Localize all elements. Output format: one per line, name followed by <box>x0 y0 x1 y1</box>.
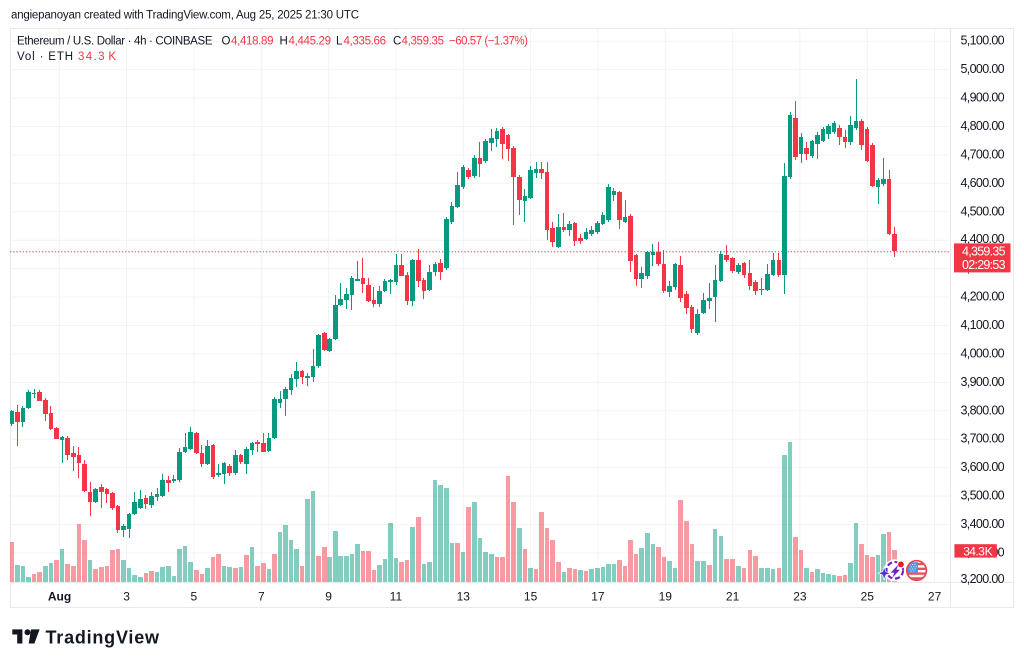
svg-text:5,100.00: 5,100.00 <box>961 34 1005 48</box>
svg-text:TradingView: TradingView <box>46 627 160 647</box>
svg-text:O: O <box>222 36 231 48</box>
svg-text:4,359.35: 4,359.35 <box>402 36 445 48</box>
svg-text:C: C <box>393 36 401 48</box>
svg-text:Aug: Aug <box>48 589 71 603</box>
svg-text:4,418.89: 4,418.89 <box>231 36 274 48</box>
svg-text:15: 15 <box>524 589 538 603</box>
svg-text:4,800.00: 4,800.00 <box>961 119 1005 133</box>
svg-text:19: 19 <box>659 589 673 603</box>
svg-text:angiepanoyan created with Trad: angiepanoyan created with TradingView.co… <box>11 9 359 21</box>
svg-text:17: 17 <box>591 589 605 603</box>
svg-text:L: L <box>336 36 343 48</box>
svg-text:27: 27 <box>928 589 942 603</box>
svg-text:4,100.00: 4,100.00 <box>961 318 1005 332</box>
svg-text:4,200.00: 4,200.00 <box>961 290 1005 304</box>
svg-text:H: H <box>280 36 288 48</box>
svg-text:9: 9 <box>325 589 332 603</box>
svg-text:3: 3 <box>123 589 130 603</box>
svg-text:3,200.00: 3,200.00 <box>961 572 1005 586</box>
svg-text:5,000.00: 5,000.00 <box>961 62 1005 76</box>
svg-text:11: 11 <box>390 589 403 603</box>
svg-text:3,600.00: 3,600.00 <box>961 460 1005 474</box>
svg-text:3,800.00: 3,800.00 <box>961 403 1005 417</box>
svg-text:7: 7 <box>258 589 265 603</box>
svg-text:3,400.00: 3,400.00 <box>961 517 1005 531</box>
svg-text:4,445.29: 4,445.29 <box>289 36 332 48</box>
svg-text:13: 13 <box>457 589 471 603</box>
svg-text:3,500.00: 3,500.00 <box>961 489 1005 503</box>
svg-text:23: 23 <box>793 589 807 603</box>
svg-text:−60.57 (−1.37%): −60.57 (−1.37%) <box>449 36 528 48</box>
svg-text:02:29:53: 02:29:53 <box>962 258 1006 272</box>
svg-text:4,600.00: 4,600.00 <box>961 176 1005 190</box>
svg-text:21: 21 <box>726 589 740 603</box>
svg-text:4,400.00: 4,400.00 <box>961 232 1005 246</box>
svg-text:3,700.00: 3,700.00 <box>961 432 1005 446</box>
svg-text:4,000.00: 4,000.00 <box>961 346 1005 360</box>
svg-text:3,900.00: 3,900.00 <box>961 375 1005 389</box>
svg-text:Vol · ETH: Vol · ETH <box>17 51 73 63</box>
svg-text:4,500.00: 4,500.00 <box>961 204 1005 218</box>
svg-text:4,359.35: 4,359.35 <box>962 245 1006 259</box>
svg-text:4,700.00: 4,700.00 <box>961 147 1005 161</box>
svg-text:Ethereum / U.S. Dollar · 4h ·: Ethereum / U.S. Dollar · 4h · COINBASE <box>17 36 213 48</box>
svg-text:5: 5 <box>191 589 198 603</box>
svg-text:25: 25 <box>861 589 875 603</box>
svg-text:4,335.66: 4,335.66 <box>344 36 387 48</box>
svg-text:34.3 K: 34.3 K <box>963 544 993 558</box>
svg-text:4,900.00: 4,900.00 <box>961 91 1005 105</box>
